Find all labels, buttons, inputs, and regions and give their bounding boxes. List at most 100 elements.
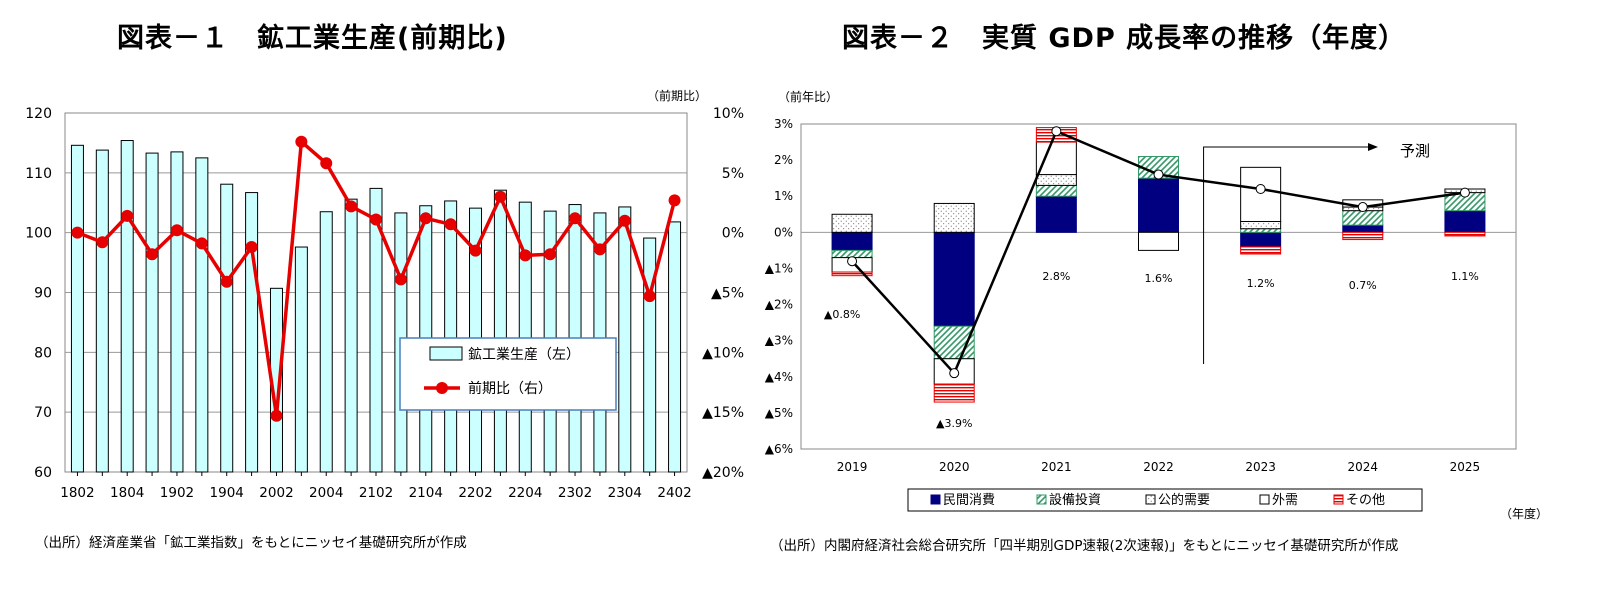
chart1-right-axis-unit: （前期比） [647,88,707,103]
chart1-growth-marker [544,248,557,261]
chart2-y-tick-label: ▲4% [765,370,793,384]
chart1-right-tick-label: ▲10% [702,345,744,361]
chart2-bar-segment [1240,221,1282,230]
chart2-legend-label: 民間消費 [943,493,995,508]
chart1-left-tick-label: 80 [34,345,52,361]
chart2-y-tick-label: 1% [774,189,793,203]
chart2-data-label: 1.1% [1451,270,1479,283]
chart1-x-tick-label: 2202 [458,485,492,501]
chart1-growth-marker [668,194,681,207]
chart1-legend-line-marker [436,382,448,394]
chart1-left-tick-label: 70 [34,405,52,421]
chart1-x-tick-label: 1804 [110,485,144,501]
chart1-growth-marker [220,275,233,288]
chart2-legend-swatch [930,494,941,505]
chart1-growth-marker [419,212,432,225]
chart2-legend-swatch [1333,494,1344,505]
chart1-growth-marker [569,212,582,225]
chart1-right-tick-label: ▲20% [702,465,744,481]
chart2-y-axis-unit: （前年比） [778,89,838,104]
chart2-bar-segment [1240,228,1282,233]
chart1-growth-marker [71,226,84,239]
chart2-y-tick-label: 0% [774,225,793,239]
chart2-bar-segment [1035,184,1077,197]
chart1-growth-marker [643,290,656,303]
chart1-growth-marker [320,157,333,170]
chart1-growth-marker [394,273,407,286]
chart2-bar-segment [831,271,873,277]
chart2-x-tick-label: 2022 [1143,460,1174,474]
chart1-growth-marker [618,214,631,227]
chart2-y-tick-label: ▲3% [765,334,793,348]
chart1-x-tick-label: 2104 [409,485,443,501]
chart1-right-tick-label: ▲5% [711,286,744,302]
chart2-x-tick-label: 2025 [1450,460,1481,474]
chart1-growth-marker [96,236,109,249]
chart2-y-tick-label: ▲2% [765,298,793,312]
chart2-x-tick-label: 2021 [1041,460,1072,474]
chart1-growth-marker [270,409,283,422]
chart2-bar-segment [831,213,873,233]
chart2-data-label: 1.2% [1247,277,1275,290]
chart1-source-note: （出所）経済産業省「鉱工業指数」をもとにニッセイ基礎研究所が作成 [35,535,467,551]
chart2-source-note: （出所）内閣府経済社会総合研究所「四半期別GDP速報(2次速報)」をもとにニッセ… [770,538,1399,554]
chart2-x-axis-unit: （年度） [1500,506,1548,521]
chart2-x-tick-label: 2020 [939,460,970,474]
chart2-bar-segment [1035,174,1077,186]
chart1-growth-marker [295,135,308,148]
chart1-x-tick-label: 2402 [657,485,691,501]
chart1-legend-line-label: 前期比（右） [468,380,552,397]
chart1-growth-marker [121,209,134,222]
chart2-legend-label: 設備投資 [1049,492,1101,508]
chart1-growth-marker [370,213,382,226]
chart1-x-tick-label: 2304 [608,485,642,501]
chart2-title: 図表－２ 実質 GDP 成長率の推移（年度） [842,23,1407,54]
chart2-forecast-label: 予測 [1400,142,1430,160]
chart1-right-tick-label: 0% [722,226,744,242]
chart2-bar-segment [1035,141,1077,176]
chart2-bar-segment [933,383,975,403]
chart1-right-tick-label: ▲15% [702,405,744,421]
chart1-left-tick-label: 120 [25,106,52,122]
chart1-x-tick-label: 2004 [309,485,343,501]
chart2-data-label: 2.8% [1042,270,1070,283]
chart2-bar-segment [1342,224,1384,233]
chart2-bar-segment [1138,177,1179,233]
chart2-legend-label: 外需 [1272,493,1298,508]
chart1-x-tick-label: 1802 [60,485,94,501]
chart1-left-tick-label: 90 [34,286,52,302]
chart1-x-tick-label: 2302 [558,485,592,501]
chart1-left-tick-label: 100 [25,226,52,242]
chart2-forecast-arrowhead [1368,143,1378,151]
chart1-x-tick-label: 2102 [359,485,393,501]
chart2-data-label: 0.7% [1349,279,1377,292]
chart1-growth-marker [146,248,159,261]
chart1-growth-marker [195,237,208,250]
chart2-legend-label: 公的需要 [1158,492,1210,508]
chart1-growth-marker [170,224,183,237]
chart2-x-tick-label: 2023 [1245,460,1276,474]
chart2-data-label: ▲3.9% [936,417,972,430]
chart2-legend-swatch [1259,494,1270,505]
chart2-bar-segment [1342,231,1384,241]
chart2-y-tick-label: ▲5% [765,406,793,420]
chart1-legend-bar-label: 鉱工業生産（左） [468,346,580,363]
chart2-total-marker [1153,169,1164,180]
chart2-bar-segment [933,231,975,327]
chart2-x-tick-label: 2019 [837,460,868,474]
chart2-y-tick-label: ▲6% [765,442,793,456]
chart1-growth-marker [345,200,358,213]
chart2-bar-segment [933,202,975,233]
chart1-left-tick-label: 110 [25,166,52,182]
chart1-growth-marker [245,241,258,254]
chart2-legend-swatch [1145,494,1156,505]
chart2-bar-segment [1240,166,1282,222]
chart1-left-tick-label: 60 [34,465,52,481]
chart2-total-marker [847,256,858,267]
chart2-x-tick-label: 2024 [1348,460,1379,474]
chart2-bar-segment [1240,246,1282,255]
chart2-y-tick-label: 2% [774,153,793,167]
chart2-bar-segment [1444,231,1486,237]
chart1-right-tick-label: 10% [713,106,744,122]
